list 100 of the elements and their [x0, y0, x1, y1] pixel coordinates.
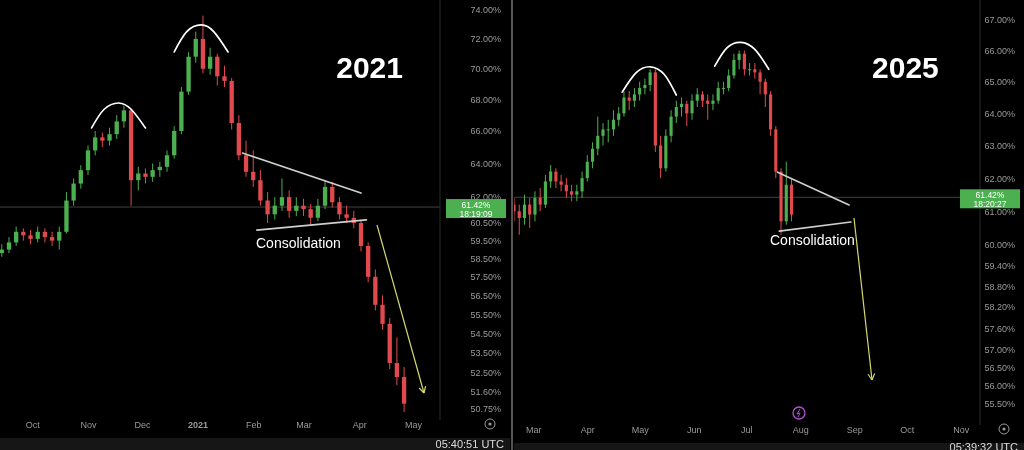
line-series	[713, 41, 770, 71]
y-tick-label: 59.40%	[984, 260, 1015, 271]
candlestick	[732, 53, 736, 80]
y-tick-label: 60.50%	[470, 218, 501, 229]
y-tick-label: 62.00%	[984, 173, 1015, 184]
candlestick	[522, 194, 527, 226]
candlestick	[279, 178, 285, 212]
y-tick-label: 60.00%	[984, 240, 1015, 251]
candlestick	[93, 130, 98, 156]
y-tick-label: 56.50%	[984, 362, 1015, 373]
candlestick	[294, 196, 299, 217]
candlestick	[330, 181, 335, 208]
y-tick-label: 55.50%	[984, 399, 1015, 410]
candlestick	[695, 87, 699, 108]
candlestick	[659, 135, 663, 179]
candlestick	[222, 65, 227, 88]
candlestick	[394, 336, 400, 386]
annotation: Consolidation	[256, 234, 341, 251]
text: 05:40:51 UTC	[435, 438, 505, 450]
candlestick	[538, 187, 542, 212]
x-tick-label: Dec	[134, 419, 151, 430]
y-tick-label: 72.00%	[470, 34, 501, 45]
x-tick-label: Apr	[352, 419, 367, 430]
candlestick	[585, 154, 589, 182]
y-tick-label: 57.60%	[984, 323, 1015, 334]
y-tick-label: 52.50%	[470, 368, 501, 379]
y-tick-label: 64.00%	[470, 158, 501, 169]
candlestick	[643, 78, 647, 95]
y-tick-label: 56.00%	[984, 381, 1015, 392]
candlestick	[543, 174, 547, 209]
line-series	[621, 65, 678, 96]
y-tick-label: 54.50%	[470, 328, 501, 339]
candlestick	[322, 179, 328, 210]
candlestick	[716, 81, 720, 105]
candlestick	[706, 93, 710, 121]
candlestick	[742, 50, 746, 77]
candlestick	[136, 166, 141, 191]
y-tick-label: 66.00%	[984, 46, 1015, 57]
x-tick-label: Feb	[245, 419, 262, 430]
y-tick-label: 57.50%	[470, 272, 501, 283]
text: 18:19:09	[459, 208, 493, 219]
y-tick-label: 51.60%	[470, 386, 501, 397]
candlestick	[606, 119, 610, 143]
x-tick-label: Sep	[846, 424, 863, 435]
candlestick	[286, 189, 292, 219]
x-tick-label: Nov	[80, 419, 97, 430]
y-tick-label: 67.00%	[984, 15, 1015, 26]
candlestick	[748, 62, 752, 77]
candlestick	[763, 78, 767, 108]
candlestick	[590, 141, 595, 169]
candlestick	[674, 100, 678, 124]
candlestick	[711, 93, 715, 111]
candlestick	[737, 50, 741, 70]
x-tick-label: Oct	[900, 424, 915, 435]
candlestick	[49, 231, 55, 247]
candlestick	[164, 149, 170, 173]
candlestick	[679, 97, 684, 118]
candlestick	[627, 90, 631, 111]
candlestick	[358, 219, 364, 252]
candlestick	[559, 174, 563, 192]
x-tick-label: Apr	[580, 424, 595, 435]
annotation: Consolidation	[770, 231, 855, 248]
candlestick	[685, 100, 689, 127]
candlestick	[632, 87, 636, 108]
y-tick-label: 74.00%	[470, 5, 501, 16]
candlestick	[150, 163, 155, 183]
candlestick	[690, 93, 694, 121]
x-tick-label: 2021	[188, 419, 209, 430]
candlestick	[380, 294, 385, 331]
text: 2025	[872, 51, 939, 84]
x-tick-label: Jul	[740, 424, 753, 435]
candlestick	[648, 68, 652, 92]
candlestick	[258, 169, 263, 207]
candlestick	[753, 62, 757, 80]
x-tick-label: Mar	[525, 424, 542, 435]
candlestick	[57, 226, 62, 251]
y-tick-label: 56.50%	[470, 290, 501, 301]
candlestick	[596, 116, 600, 156]
annotation: 18:20:27	[973, 198, 1007, 209]
candlestick	[207, 47, 213, 76]
ref-line-label: 61.42%	[975, 189, 1005, 200]
candlestick	[315, 198, 321, 222]
y-tick-label: 50.75%	[470, 404, 501, 415]
y-tick-label: 58.50%	[470, 253, 501, 264]
y-tick-label: 55.50%	[470, 309, 501, 320]
candlestick	[337, 196, 342, 221]
candlestick	[71, 178, 76, 207]
x-tick-label: May	[631, 424, 650, 435]
candlestick	[601, 122, 605, 146]
candlestick	[638, 81, 642, 102]
candlestick	[193, 31, 198, 64]
y-tick-label: 53.50%	[470, 348, 501, 359]
candlestick	[6, 236, 12, 254]
candlestick	[528, 197, 532, 229]
y-tick-label: 61.00%	[984, 206, 1015, 217]
x-tick-label: Aug	[792, 424, 809, 435]
candlestick	[611, 109, 616, 137]
candlestick	[121, 105, 127, 129]
y-tick-label: 57.00%	[984, 344, 1015, 355]
candlestick	[533, 190, 537, 222]
